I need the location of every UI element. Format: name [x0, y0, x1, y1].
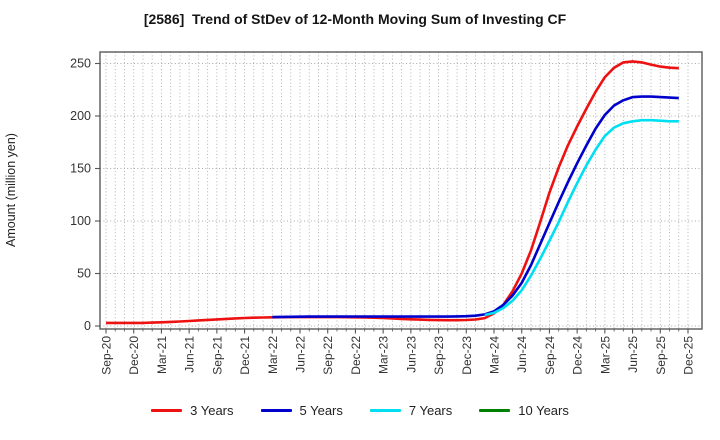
legend-item-3-years: 3 Years	[151, 403, 234, 418]
axes	[95, 51, 703, 334]
x-tick-label: Dec-25	[682, 336, 696, 375]
series-line-7-years	[484, 118, 679, 317]
x-tick-label: Dec-23	[460, 336, 474, 375]
x-tick-label: Sep-25	[654, 336, 668, 375]
gridlines	[100, 52, 702, 329]
x-tick-label: Mar-25	[598, 336, 612, 374]
y-tick-label: 100	[70, 214, 91, 228]
y-axis-label: Amount (million yen)	[4, 133, 18, 247]
axis-tick-labels: Sep-20 Dec-20 Mar-21 Jun-21 Sep-21 Dec-21 Mar-…	[70, 57, 695, 375]
legend: 3 Years 5 Years 7 Years 10 Years	[0, 403, 720, 418]
x-tick-label: Sep-24	[543, 336, 557, 375]
x-tick-label: Mar-23	[377, 336, 391, 374]
x-tick-label: Dec-21	[238, 336, 252, 375]
x-tick-label: Sep-23	[432, 336, 446, 375]
legend-item-7-years: 7 Years	[369, 403, 453, 418]
x-tick-label: Jun-23	[404, 336, 418, 373]
legend-swatch-7-years	[369, 409, 401, 412]
x-tick-label: Jun-22	[294, 336, 308, 373]
legend-swatch-10-years	[479, 409, 511, 412]
x-tick-label: Sep-21	[210, 336, 224, 375]
x-tick-label: Dec-22	[349, 336, 363, 375]
y-tick-label: 0	[84, 319, 91, 333]
x-tick-label: Mar-22	[266, 336, 280, 374]
x-tick-label: Dec-24	[571, 336, 585, 375]
legend-label-7-years: 7 Years	[408, 403, 453, 418]
x-tick-label: Mar-24	[488, 336, 502, 374]
legend-item-5-years: 5 Years	[260, 403, 343, 418]
x-tick-label: Mar-21	[155, 336, 169, 374]
x-tick-label: Sep-22	[321, 336, 335, 375]
x-tick-label: Dec-20	[127, 336, 141, 375]
legend-label-3-years: 3 Years	[190, 403, 234, 418]
y-tick-label: 200	[70, 109, 91, 123]
x-tick-label: Jun-21	[183, 336, 197, 373]
x-tick-label: Jun-25	[626, 336, 640, 373]
legend-item-10-years: 10 Years	[479, 403, 569, 418]
series-line-3-years	[106, 60, 679, 325]
y-tick-label: 250	[70, 57, 91, 71]
page-title: [2586] Trend of StDev of 12-Month Moving…	[143, 11, 567, 27]
legend-swatch-5-years	[260, 409, 292, 412]
legend-label-5-years: 5 Years	[299, 403, 343, 418]
y-tick-label: 50	[77, 267, 91, 281]
series-line-5-years	[272, 95, 679, 319]
x-tick-label: Jun-24	[515, 336, 529, 373]
x-tick-label: Sep-20	[100, 336, 114, 375]
series-lines	[106, 60, 679, 325]
legend-swatch-3-years	[151, 409, 183, 412]
y-tick-label: 150	[70, 162, 91, 176]
legend-label-10-years: 10 Years	[518, 403, 569, 418]
